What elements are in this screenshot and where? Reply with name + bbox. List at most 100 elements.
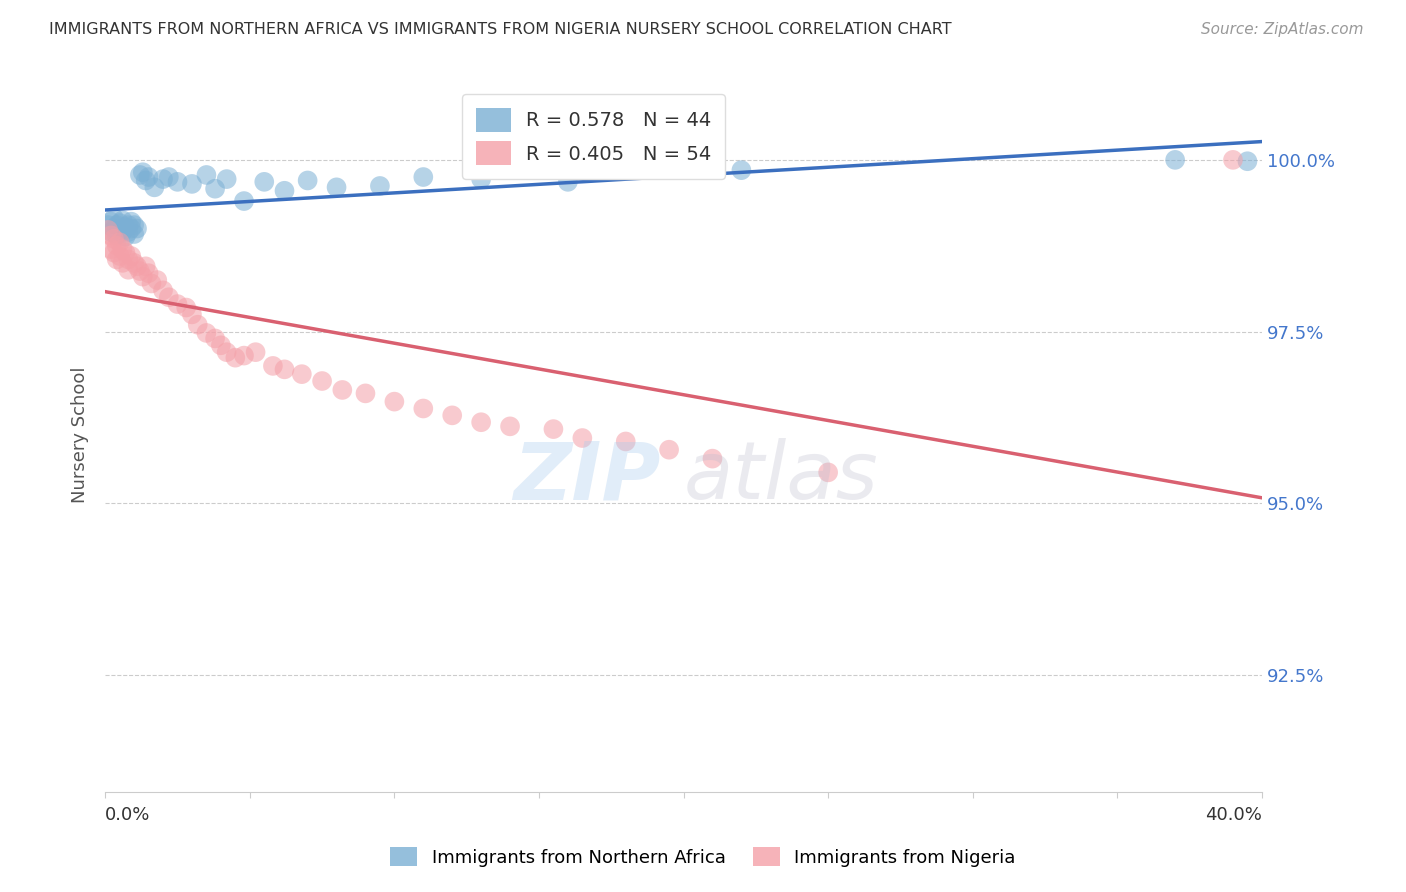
Point bbox=[152, 284, 174, 298]
Point bbox=[105, 218, 128, 232]
Point bbox=[233, 349, 256, 363]
Point bbox=[209, 338, 232, 352]
Point bbox=[204, 331, 226, 345]
Point bbox=[166, 297, 188, 311]
Point bbox=[117, 218, 139, 232]
Point bbox=[262, 359, 284, 373]
Point bbox=[817, 466, 839, 480]
Text: 40.0%: 40.0% bbox=[1205, 806, 1263, 824]
Point bbox=[105, 238, 128, 252]
Point bbox=[470, 415, 492, 429]
Point bbox=[120, 249, 142, 263]
Point bbox=[499, 419, 522, 434]
Point bbox=[100, 215, 122, 229]
Point bbox=[152, 172, 174, 186]
Point bbox=[138, 169, 160, 184]
Point bbox=[297, 173, 319, 187]
Point bbox=[233, 194, 256, 208]
Point bbox=[224, 351, 246, 365]
Point bbox=[245, 345, 267, 359]
Point bbox=[330, 383, 353, 397]
Point bbox=[141, 277, 163, 291]
Point bbox=[125, 260, 148, 274]
Point bbox=[132, 165, 155, 179]
Point bbox=[1164, 153, 1187, 167]
Point bbox=[111, 225, 134, 239]
Point bbox=[114, 229, 136, 244]
Point bbox=[114, 245, 136, 260]
Point bbox=[97, 223, 120, 237]
Point bbox=[441, 409, 464, 423]
Point bbox=[129, 264, 152, 278]
Legend: Immigrants from Northern Africa, Immigrants from Nigeria: Immigrants from Northern Africa, Immigra… bbox=[382, 840, 1024, 874]
Point bbox=[412, 169, 434, 184]
Point bbox=[702, 451, 724, 466]
Point bbox=[105, 228, 128, 243]
Point bbox=[122, 227, 145, 241]
Point bbox=[117, 252, 139, 267]
Point bbox=[103, 221, 125, 235]
Point bbox=[187, 318, 209, 332]
Point bbox=[157, 290, 180, 304]
Point bbox=[368, 178, 391, 193]
Point bbox=[204, 182, 226, 196]
Point bbox=[253, 175, 276, 189]
Point bbox=[132, 269, 155, 284]
Point bbox=[135, 260, 157, 274]
Point bbox=[174, 301, 197, 315]
Point bbox=[122, 256, 145, 270]
Point bbox=[111, 213, 134, 227]
Point bbox=[135, 173, 157, 187]
Point bbox=[97, 218, 120, 232]
Point bbox=[125, 221, 148, 235]
Point bbox=[138, 266, 160, 280]
Point bbox=[105, 252, 128, 267]
Text: atlas: atlas bbox=[683, 439, 879, 516]
Point bbox=[195, 168, 218, 182]
Point bbox=[543, 422, 565, 436]
Point bbox=[658, 442, 681, 457]
Point bbox=[195, 326, 218, 340]
Point bbox=[157, 169, 180, 184]
Point bbox=[100, 225, 122, 239]
Point bbox=[108, 249, 131, 263]
Point bbox=[325, 180, 347, 194]
Point bbox=[108, 216, 131, 230]
Text: IMMIGRANTS FROM NORTHERN AFRICA VS IMMIGRANTS FROM NIGERIA NURSERY SCHOOL CORREL: IMMIGRANTS FROM NORTHERN AFRICA VS IMMIG… bbox=[49, 22, 952, 37]
Point bbox=[111, 242, 134, 256]
Point bbox=[273, 362, 295, 376]
Y-axis label: Nursery School: Nursery School bbox=[72, 367, 89, 503]
Point bbox=[166, 175, 188, 189]
Legend: R = 0.578   N = 44, R = 0.405   N = 54: R = 0.578 N = 44, R = 0.405 N = 54 bbox=[463, 95, 725, 178]
Point bbox=[571, 431, 593, 445]
Point bbox=[291, 367, 314, 381]
Point bbox=[100, 242, 122, 256]
Point bbox=[108, 235, 131, 250]
Point bbox=[117, 225, 139, 239]
Point bbox=[100, 228, 122, 243]
Point bbox=[143, 180, 166, 194]
Point bbox=[215, 172, 238, 186]
Point bbox=[273, 184, 295, 198]
Point bbox=[103, 245, 125, 260]
Point bbox=[614, 434, 637, 449]
Point bbox=[103, 232, 125, 246]
Point bbox=[557, 175, 579, 189]
Point bbox=[122, 218, 145, 232]
Point bbox=[111, 256, 134, 270]
Point bbox=[470, 172, 492, 186]
Point bbox=[120, 221, 142, 235]
Point bbox=[181, 177, 204, 191]
Point bbox=[181, 307, 204, 321]
Point bbox=[384, 394, 406, 409]
Point bbox=[114, 220, 136, 235]
Point bbox=[117, 262, 139, 277]
Point bbox=[354, 386, 377, 401]
Point bbox=[1222, 153, 1244, 167]
Point bbox=[120, 215, 142, 229]
Point bbox=[215, 345, 238, 359]
Text: Source: ZipAtlas.com: Source: ZipAtlas.com bbox=[1201, 22, 1364, 37]
Point bbox=[311, 374, 333, 388]
Point bbox=[108, 223, 131, 237]
Text: 0.0%: 0.0% bbox=[105, 806, 150, 824]
